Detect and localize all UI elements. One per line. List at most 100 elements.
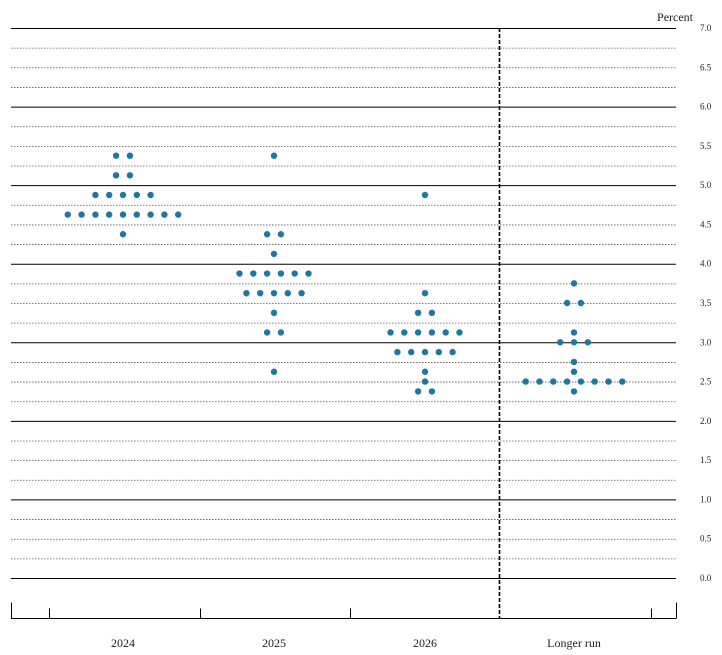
data-point bbox=[577, 378, 585, 385]
data-point bbox=[78, 211, 85, 218]
data-point bbox=[584, 339, 591, 346]
x-tick-label: 2026 bbox=[413, 636, 437, 650]
data-point bbox=[421, 348, 429, 356]
data-point bbox=[277, 270, 285, 277]
data-point bbox=[421, 289, 429, 297]
data-point bbox=[619, 378, 626, 385]
data-point bbox=[257, 289, 264, 297]
data-point bbox=[428, 309, 436, 317]
data-point bbox=[563, 378, 571, 385]
data-point bbox=[442, 329, 449, 336]
data-point bbox=[414, 309, 422, 317]
data-point bbox=[92, 211, 99, 218]
data-point bbox=[591, 378, 598, 385]
data-point bbox=[263, 231, 271, 238]
data-point bbox=[536, 378, 543, 385]
x-tick-label: 2024 bbox=[111, 636, 135, 650]
data-point bbox=[557, 339, 564, 346]
y-tick-label: 5.0 bbox=[700, 180, 712, 190]
data-point bbox=[250, 270, 257, 277]
data-point bbox=[414, 388, 422, 395]
data-point bbox=[570, 339, 578, 346]
data-point bbox=[428, 388, 436, 395]
data-point bbox=[570, 280, 578, 287]
data-point bbox=[421, 378, 429, 385]
data-point bbox=[270, 250, 278, 258]
data-point bbox=[175, 211, 182, 218]
data-point bbox=[133, 211, 140, 218]
data-point bbox=[112, 152, 120, 159]
y-tick-label: 1.0 bbox=[700, 494, 712, 504]
data-point bbox=[112, 172, 120, 179]
data-point bbox=[522, 378, 529, 385]
data-point bbox=[435, 348, 442, 356]
data-point bbox=[408, 348, 415, 356]
y-tick-label: 7.0 bbox=[700, 23, 712, 33]
y-tick-label: 6.0 bbox=[700, 102, 712, 112]
data-point bbox=[305, 270, 312, 277]
y-tick-label: 6.5 bbox=[700, 62, 712, 72]
data-point bbox=[291, 270, 298, 277]
data-point bbox=[456, 329, 463, 336]
data-point bbox=[126, 152, 134, 159]
y-tick-label: 0.5 bbox=[700, 534, 712, 544]
x-tick-label: 2025 bbox=[262, 636, 286, 650]
data-point bbox=[106, 211, 113, 218]
y-tick-label: 5.5 bbox=[700, 141, 712, 151]
gridlines bbox=[11, 28, 676, 618]
data-point bbox=[570, 368, 578, 375]
data-point bbox=[570, 329, 578, 336]
data-point bbox=[243, 289, 250, 297]
dots-layer bbox=[64, 152, 626, 395]
data-point bbox=[126, 172, 134, 179]
data-point bbox=[298, 289, 305, 297]
data-point bbox=[577, 299, 585, 307]
y-unit-label: Percent bbox=[657, 10, 694, 24]
y-tick-label: 4.0 bbox=[700, 259, 712, 269]
data-point bbox=[605, 378, 612, 385]
data-point bbox=[428, 329, 436, 336]
data-point bbox=[236, 270, 243, 277]
y-axis: 0.0 0.5 1.0 1.5 2.0 2.5 3.0 3.5 4.0 4.5 5.0 5.5 6.0 6… bbox=[700, 23, 712, 583]
data-point bbox=[284, 289, 291, 297]
data-point bbox=[270, 152, 278, 159]
data-point bbox=[550, 378, 557, 385]
data-point bbox=[270, 309, 278, 317]
data-point bbox=[161, 211, 168, 218]
x-axis: 2024 2025 2026 Longer run bbox=[11, 602, 677, 650]
data-point bbox=[421, 191, 429, 199]
data-point bbox=[263, 270, 271, 277]
data-point bbox=[570, 358, 578, 366]
data-point bbox=[119, 211, 127, 218]
data-point bbox=[387, 329, 394, 336]
data-point bbox=[64, 211, 72, 218]
data-point bbox=[147, 211, 154, 218]
data-point bbox=[277, 329, 285, 336]
data-point bbox=[119, 191, 127, 199]
y-tick-label: 3.0 bbox=[700, 337, 712, 347]
data-point bbox=[421, 368, 429, 375]
data-point bbox=[133, 191, 140, 199]
data-point bbox=[119, 231, 127, 238]
data-point bbox=[270, 289, 278, 297]
y-tick-label: 0.0 bbox=[700, 573, 712, 583]
data-point bbox=[92, 191, 99, 199]
data-point bbox=[263, 329, 271, 336]
data-point bbox=[106, 191, 113, 199]
data-point bbox=[449, 348, 456, 356]
data-point bbox=[570, 388, 578, 395]
data-point bbox=[147, 191, 154, 199]
data-point bbox=[277, 231, 285, 238]
y-tick-label: 2.0 bbox=[700, 416, 712, 426]
data-point bbox=[414, 329, 422, 336]
data-point bbox=[270, 368, 278, 375]
y-tick-label: 1.5 bbox=[700, 455, 712, 465]
y-tick-label: 4.5 bbox=[700, 219, 712, 229]
y-tick-label: 2.5 bbox=[700, 377, 712, 387]
x-tick-label: Longer run bbox=[547, 636, 601, 650]
y-tick-label: 3.5 bbox=[700, 298, 712, 308]
data-point bbox=[563, 299, 571, 307]
data-point bbox=[401, 329, 408, 336]
data-point bbox=[394, 348, 401, 356]
